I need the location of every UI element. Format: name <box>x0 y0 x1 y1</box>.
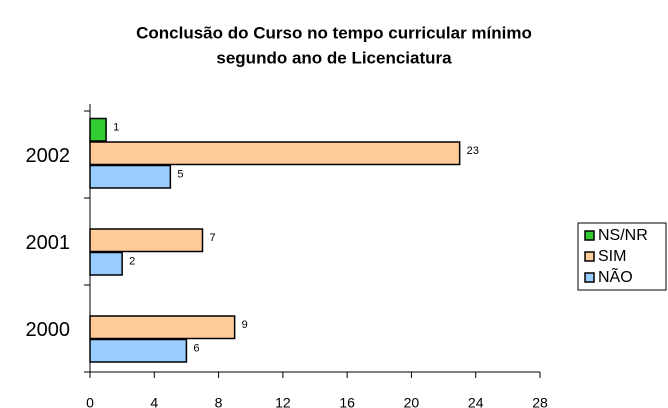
x-tick-label: 8 <box>215 395 223 408</box>
y-tick-label: 2001 <box>26 232 71 254</box>
x-tick-label: 20 <box>404 395 420 408</box>
value-label: 9 <box>242 319 248 331</box>
bar <box>89 251 123 276</box>
chart-title: segundo ano de Licenciatura <box>216 48 452 67</box>
x-tick-label: 0 <box>86 395 94 408</box>
bar <box>89 338 188 363</box>
bar <box>89 141 461 166</box>
legend-swatch <box>584 272 595 283</box>
y-tick-label: 2000 <box>26 319 71 341</box>
legend-label: NÃO <box>598 266 633 286</box>
value-label: 6 <box>193 343 199 355</box>
x-tick-label: 4 <box>150 395 158 408</box>
value-label: 23 <box>467 145 479 157</box>
x-tick-label: 28 <box>532 395 548 408</box>
x-tick-label: 12 <box>275 395 291 408</box>
legend-label: SIM <box>598 248 626 265</box>
x-tick-label: 24 <box>468 395 484 408</box>
value-label: 7 <box>210 232 216 244</box>
value-label: 5 <box>177 169 183 181</box>
value-label: 1 <box>113 122 119 134</box>
legend-swatch <box>584 251 595 262</box>
legend-label: NS/NR <box>598 227 648 244</box>
chart-title: Conclusão do Curso no tempo curricular m… <box>136 23 532 42</box>
value-label: 2 <box>129 256 135 268</box>
bar <box>89 315 236 340</box>
bar <box>89 228 204 253</box>
x-tick-label: 16 <box>339 395 355 408</box>
y-tick-label: 2002 <box>26 145 71 167</box>
bar <box>89 164 172 189</box>
legend-swatch <box>584 230 595 241</box>
bar <box>89 117 107 142</box>
